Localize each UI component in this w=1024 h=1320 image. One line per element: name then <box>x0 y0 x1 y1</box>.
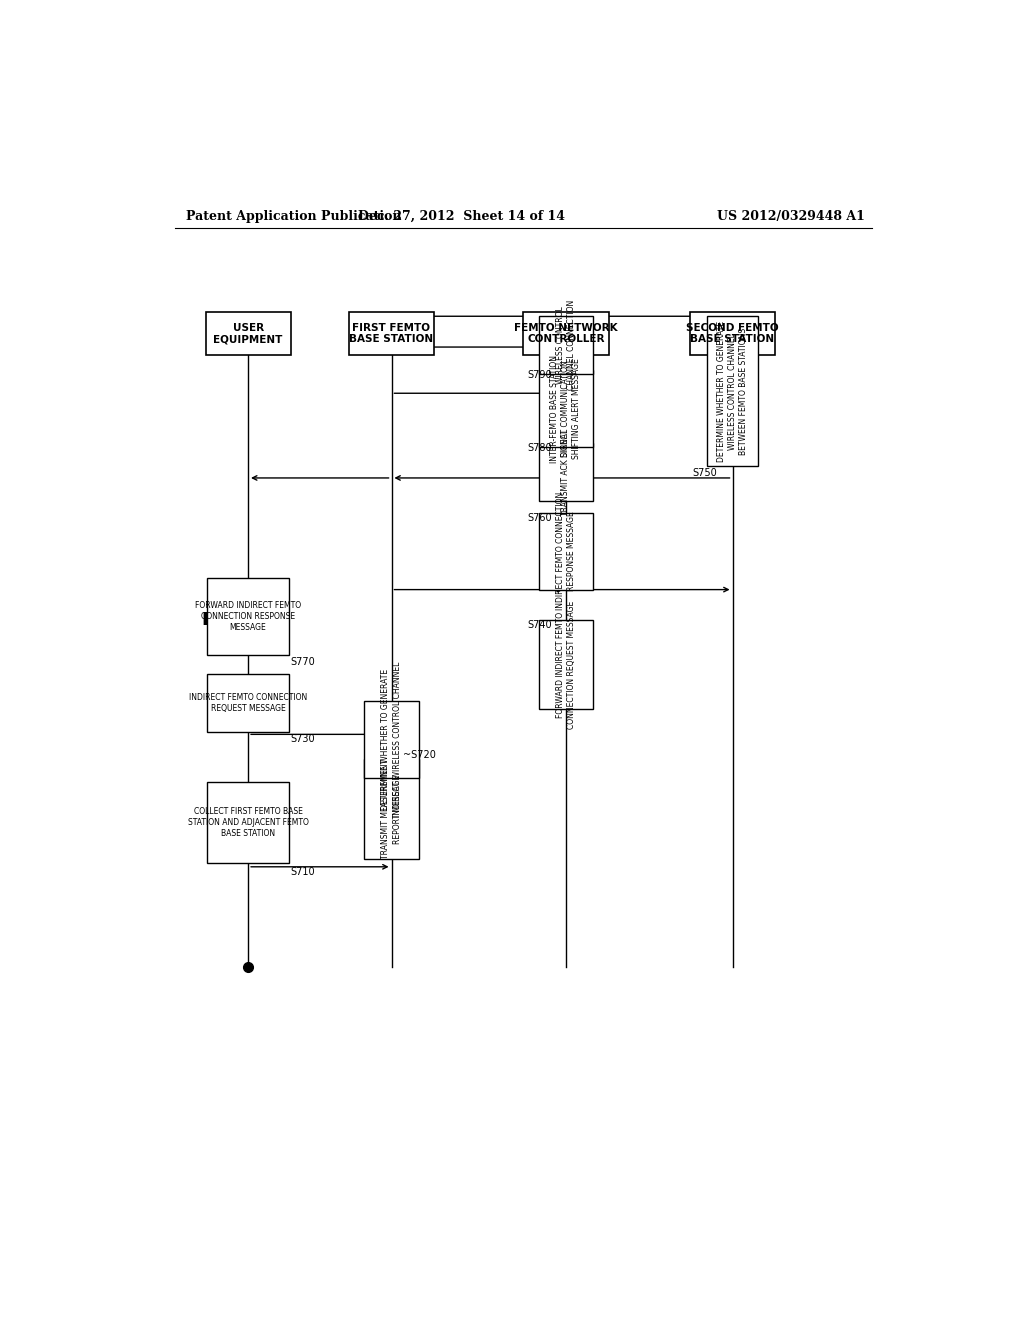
Text: S770: S770 <box>291 657 315 668</box>
Bar <box>365 701 419 779</box>
Bar <box>206 313 291 355</box>
Bar <box>523 313 608 355</box>
Text: S730: S730 <box>291 734 315 744</box>
Text: USER
EQUIPMENT: USER EQUIPMENT <box>213 323 283 345</box>
Text: S790: S790 <box>527 370 552 380</box>
Text: TRANSMIT ACK SIGNAL: TRANSMIT ACK SIGNAL <box>561 429 570 516</box>
Bar <box>208 578 289 655</box>
Text: DETERMINE WHETHER TO GENERATE
INDIRECT WIRELESS CONTROL CHANNEL: DETERMINE WHETHER TO GENERATE INDIRECT W… <box>382 663 401 817</box>
Text: FIG. 14: FIG. 14 <box>202 611 273 630</box>
Text: ~S720: ~S720 <box>403 750 436 760</box>
Text: FIRST FEMTO
BASE STATION: FIRST FEMTO BASE STATION <box>349 323 433 345</box>
Text: US 2012/0329448 A1: US 2012/0329448 A1 <box>717 210 865 223</box>
Bar <box>690 313 775 355</box>
Bar <box>539 370 593 447</box>
Text: S710: S710 <box>291 867 315 876</box>
Bar <box>539 317 593 374</box>
Text: INTER-FEMTO BASE STATION
DIRECT COMMUNICATION
SHIFTING ALERT MESSAGE: INTER-FEMTO BASE STATION DIRECT COMMUNIC… <box>550 355 582 462</box>
Text: S780: S780 <box>527 444 552 453</box>
Text: DETERMINE WHETHER TO GENERATE
WIRELESS CONTROL CHANNEL
BETWEEN FEMTO BASE STATIO: DETERMINE WHETHER TO GENERATE WIRELESS C… <box>717 321 749 462</box>
Bar <box>708 317 758 466</box>
Bar <box>365 759 419 859</box>
Bar <box>208 675 289 733</box>
Bar <box>539 620 593 709</box>
Text: SECOND FEMTO
BASE STATION: SECOND FEMTO BASE STATION <box>686 323 779 345</box>
Text: Dec. 27, 2012  Sheet 14 of 14: Dec. 27, 2012 Sheet 14 of 14 <box>357 210 565 223</box>
Bar <box>349 313 434 355</box>
Text: TRANSMIT MEASUREMENT
REPORT MESSAGE: TRANSMIT MEASUREMENT REPORT MESSAGE <box>382 759 401 859</box>
Bar <box>539 444 593 502</box>
Text: WIRELESS CONTROL
CHANNEL CONNECTION: WIRELESS CONTROL CHANNEL CONNECTION <box>556 300 575 391</box>
Text: Patent Application Publication: Patent Application Publication <box>186 210 401 223</box>
Text: S750: S750 <box>692 469 717 478</box>
Text: S760: S760 <box>527 512 552 523</box>
Bar <box>208 781 289 863</box>
Text: COLLECT FIRST FEMTO BASE
STATION AND ADJACENT FEMTO
BASE STATION: COLLECT FIRST FEMTO BASE STATION AND ADJ… <box>187 807 308 838</box>
Text: FORWARD INDIRECT FEMTO
CONNECTION RESPONSE
MESSAGE: FORWARD INDIRECT FEMTO CONNECTION RESPON… <box>195 601 301 632</box>
Text: FORWARD INDIRECT FEMTO
CONNECTION REQUEST MESSAGE: FORWARD INDIRECT FEMTO CONNECTION REQUES… <box>556 601 575 729</box>
Text: S740: S740 <box>527 620 552 631</box>
Text: INDIRECT FEMTO CONNECTION
RESPONSE MESSAGE: INDIRECT FEMTO CONNECTION RESPONSE MESSA… <box>556 492 575 610</box>
Text: INDIRECT FEMTO CONNECTION
REQUEST MESSAGE: INDIRECT FEMTO CONNECTION REQUEST MESSAG… <box>189 693 307 713</box>
Text: FEMTO NETWORK
CONTROLLER: FEMTO NETWORK CONTROLLER <box>514 323 617 345</box>
Bar <box>539 512 593 590</box>
